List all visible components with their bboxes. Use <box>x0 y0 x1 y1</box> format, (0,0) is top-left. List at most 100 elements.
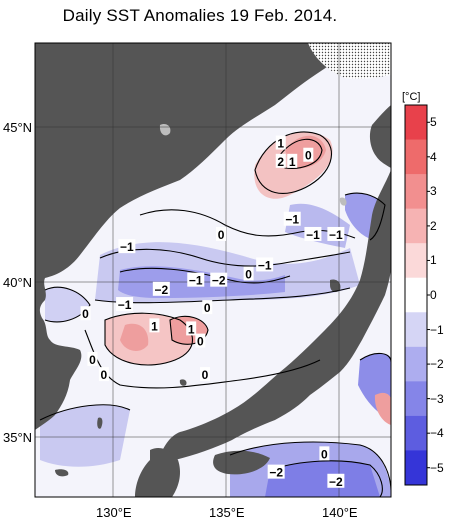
land-sado <box>330 279 341 293</box>
colorbar-segment <box>405 346 427 382</box>
colorbar-segment <box>405 312 427 348</box>
colorbar-tick-label: 1 <box>430 253 437 268</box>
colorbar-segment <box>405 139 427 175</box>
contour-label-bg <box>186 321 197 336</box>
land <box>35 43 391 497</box>
contour-label-bg <box>319 446 330 461</box>
colorbar <box>404 104 430 486</box>
colorbar-tick-label: 3 <box>430 184 437 199</box>
colorbar-tick-label: −2 <box>430 357 444 372</box>
contour-line <box>279 138 323 169</box>
lon-tick-label: 130°E <box>96 505 132 520</box>
contour-label: 0 <box>321 447 328 461</box>
colorbar-tick-label: −3 <box>430 391 444 406</box>
contour-label-bg <box>267 464 285 479</box>
contour-label: 1 <box>277 137 284 151</box>
contour-label-bg <box>275 135 286 150</box>
colorbar-tick-label: −5 <box>430 460 444 475</box>
contour-label-bg <box>287 153 298 168</box>
contour-label-bg <box>210 272 228 287</box>
contour-label-bg <box>283 211 301 226</box>
contour-label-bg <box>118 239 136 254</box>
axis-labels: 45°N 40°N 35°N 130°E 135°E 140°E <box>3 120 358 520</box>
contour-label-bg <box>243 266 254 281</box>
contour-label: 0 <box>101 368 108 382</box>
contour-label-bg <box>304 226 322 241</box>
contour-label-bg <box>116 297 134 312</box>
contour-label-bg <box>98 367 109 382</box>
cold-patch-korea-coast <box>45 287 90 322</box>
contour-label: 0 <box>305 149 312 163</box>
contour-label: −2 <box>212 274 226 288</box>
contour-label-bg <box>149 318 160 333</box>
lat-tick-label: 40°N <box>3 275 32 290</box>
land-oki <box>179 379 187 386</box>
land-tsushima <box>97 417 103 429</box>
contour-label: 0 <box>204 301 211 315</box>
contour-line <box>99 248 351 267</box>
land-jeju <box>55 469 69 477</box>
contour-label: −1 <box>189 274 203 288</box>
land-asia-mainland <box>35 43 391 430</box>
contour-label-bg <box>202 300 213 315</box>
contour-line <box>44 286 91 323</box>
colorbar-tick-label: −4 <box>430 426 444 441</box>
contour-line <box>139 209 356 239</box>
contour-line <box>269 460 383 497</box>
contour-label: 0 <box>89 353 96 367</box>
contour-label-bg <box>195 333 206 348</box>
colorbar-segment <box>405 105 427 141</box>
colorbar-unit: [°C] <box>402 91 421 103</box>
contour-label-bg <box>152 281 170 296</box>
contour-label-bg <box>275 153 286 168</box>
colorbar-tick-label: 5 <box>430 115 437 130</box>
lat-tick-label: 35°N <box>3 430 32 445</box>
contour-line <box>39 404 131 421</box>
contour-label-bg <box>216 226 227 241</box>
contour-label: 1 <box>188 322 195 336</box>
contour-label: −1 <box>306 228 320 242</box>
colorbar-segment <box>405 450 427 486</box>
contour-label-bg <box>187 272 205 287</box>
contour-label: 1 <box>289 155 296 169</box>
colorbar-segment <box>405 243 427 279</box>
contour-label: −1 <box>118 298 132 312</box>
contour-line <box>229 441 391 491</box>
colorbar-segment <box>405 174 427 210</box>
land-kyushu <box>135 448 180 497</box>
colorbar-tick-label: −1 <box>430 322 444 337</box>
contour-label: −2 <box>329 475 343 489</box>
contour-label-bg <box>80 306 91 321</box>
cold-patch-kyushu <box>40 404 130 467</box>
colorbar-tick-label: 4 <box>430 149 437 164</box>
lat-tick-label: 45°N <box>3 120 32 135</box>
contour-label: −1 <box>285 213 299 227</box>
contour-label: 2 <box>277 155 284 169</box>
contour-line <box>169 315 209 345</box>
contour-label: 0 <box>82 307 89 321</box>
contour-label: 0 <box>197 335 204 349</box>
contour-label: −2 <box>269 466 283 480</box>
land-japan-honshu <box>160 170 391 460</box>
map-title: Daily SST Anomalies 19 Feb. 2014. <box>62 6 338 25</box>
contour-label-bg <box>199 367 210 382</box>
contour-label: −2 <box>154 283 168 297</box>
sea-ice-region <box>308 43 391 79</box>
map-frame <box>34 42 392 498</box>
warm-patch-east-coast <box>374 392 391 425</box>
contour-label-bg <box>327 473 345 488</box>
colorbar-segment <box>405 381 427 417</box>
cold-patch-pacific-core <box>265 460 380 497</box>
contour-label: −1 <box>258 258 272 272</box>
contour-label: −1 <box>120 240 134 254</box>
contour-label-bg <box>303 147 314 162</box>
contour-line <box>104 312 193 366</box>
contour-label: 1 <box>151 319 158 333</box>
colorbar-tick-label: 2 <box>430 218 437 233</box>
land-shikoku <box>213 450 270 475</box>
lon-tick-label: 140°E <box>322 505 358 520</box>
contour-label: 0 <box>245 268 252 282</box>
contour-label: −1 <box>329 228 343 242</box>
